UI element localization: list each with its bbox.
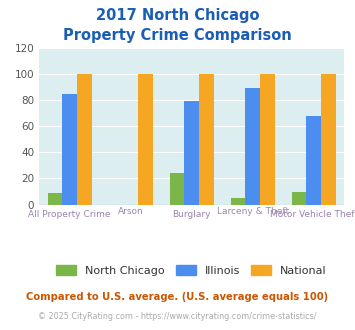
Text: All Property Crime: All Property Crime (28, 211, 111, 219)
Bar (199, 74, 214, 205)
Bar (306, 116, 321, 205)
Text: Property Crime Comparison: Property Crime Comparison (63, 28, 292, 43)
Bar (245, 88, 260, 205)
Text: Motor Vehicle Theft: Motor Vehicle Theft (270, 211, 355, 219)
Bar (138, 74, 153, 205)
Text: Burglary: Burglary (173, 211, 211, 219)
Text: Arson: Arson (118, 207, 143, 215)
Bar (77, 74, 92, 205)
Bar (321, 74, 336, 205)
Text: Larceny & Theft: Larceny & Theft (217, 207, 289, 215)
Bar (48, 193, 62, 205)
Bar (231, 198, 245, 205)
Text: © 2025 CityRating.com - https://www.cityrating.com/crime-statistics/: © 2025 CityRating.com - https://www.city… (38, 312, 317, 321)
Bar (170, 173, 184, 205)
Bar (62, 94, 77, 205)
Text: Compared to U.S. average. (U.S. average equals 100): Compared to U.S. average. (U.S. average … (26, 292, 329, 302)
Bar (292, 191, 306, 205)
Legend: North Chicago, Illinois, National: North Chicago, Illinois, National (52, 261, 332, 280)
Bar (184, 101, 199, 205)
Text: 2017 North Chicago: 2017 North Chicago (96, 8, 259, 23)
Bar (260, 74, 275, 205)
